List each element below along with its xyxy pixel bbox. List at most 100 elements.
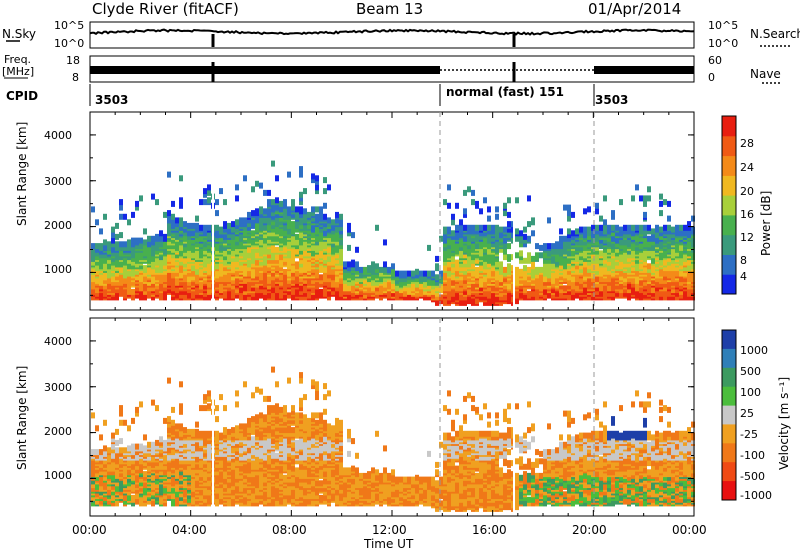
power-cell	[227, 222, 231, 229]
power-cell	[479, 276, 483, 283]
power-cell	[167, 270, 171, 277]
power-cell	[587, 233, 591, 240]
power-cell	[275, 254, 279, 261]
power-cell	[275, 197, 279, 204]
power-cell	[263, 208, 267, 215]
power-cell	[119, 265, 123, 272]
power-cell	[307, 292, 311, 299]
power-cell	[235, 226, 239, 233]
velocity-cell	[107, 478, 111, 485]
power-cell	[463, 224, 467, 231]
power-cell	[579, 277, 583, 284]
power-cell	[207, 257, 211, 264]
power-cell	[411, 294, 415, 301]
power-cell	[495, 228, 499, 235]
station-title: Clyde River (fitACF)	[92, 0, 239, 18]
power-cell	[475, 281, 479, 288]
power-cell	[307, 265, 311, 272]
power-cell	[123, 292, 127, 299]
power-cell	[215, 210, 219, 217]
power-cell	[603, 266, 607, 273]
power-cell	[311, 177, 315, 184]
power-cell	[135, 268, 139, 275]
power-cell	[635, 290, 639, 297]
power-cell	[355, 246, 359, 253]
power-cell	[235, 235, 239, 242]
power-cell	[131, 294, 135, 301]
power-cell	[151, 255, 155, 262]
power-cell	[667, 246, 671, 253]
power-cell	[315, 206, 319, 213]
power-cell	[603, 219, 607, 226]
power-cell	[607, 283, 611, 290]
power-cell	[215, 224, 219, 231]
power-cell	[471, 189, 475, 196]
velocity-cell	[139, 443, 143, 450]
power-cell	[531, 230, 535, 237]
power-cell	[571, 288, 575, 295]
power-cell	[687, 224, 691, 231]
power-cell	[135, 237, 139, 244]
power-cell	[451, 244, 455, 251]
power-cell	[487, 232, 491, 239]
power-cell	[663, 228, 667, 235]
power-cell	[299, 243, 303, 250]
power-cell	[455, 294, 459, 301]
velocity-cell	[131, 494, 135, 501]
power-cell	[635, 257, 639, 264]
power-cell	[675, 243, 679, 250]
power-cell	[323, 276, 327, 283]
power-cell	[187, 222, 191, 229]
power-cell	[295, 213, 299, 220]
power-cell	[171, 213, 175, 220]
power-cell	[291, 246, 295, 253]
power-cell	[227, 226, 231, 233]
power-cell	[531, 261, 535, 268]
power-cell	[503, 226, 507, 233]
velocity-cell	[115, 456, 119, 463]
power-cell	[323, 239, 327, 246]
power-cell	[523, 294, 527, 301]
freq-unit: [MHz]	[2, 65, 35, 78]
power-cell	[119, 241, 123, 248]
power-cell	[555, 255, 559, 262]
power-cell	[427, 244, 431, 251]
velocity-cell	[103, 494, 107, 501]
power-cell	[315, 188, 319, 195]
power-cell	[487, 268, 491, 275]
power-cell	[259, 265, 263, 272]
velocity-cell	[135, 410, 139, 417]
power-cell	[351, 259, 355, 266]
power-cell	[311, 173, 315, 180]
power-cell	[271, 279, 275, 286]
power-cell	[287, 270, 291, 277]
power-cell	[215, 263, 219, 270]
velocity-cell	[123, 447, 127, 454]
power-cell	[259, 224, 263, 231]
power-cell	[175, 279, 179, 286]
power-cell	[103, 288, 107, 295]
power-cell	[307, 211, 311, 218]
power-cell	[111, 283, 115, 290]
power-cell	[459, 285, 463, 292]
power-cell	[231, 277, 235, 284]
power-cell	[539, 266, 543, 273]
power-cell	[291, 239, 295, 246]
power-cell	[471, 268, 475, 275]
power-cell	[215, 199, 219, 206]
power-cell	[115, 292, 119, 299]
power-cell	[495, 246, 499, 253]
data-gap	[212, 113, 214, 309]
power-cell	[127, 283, 131, 290]
power-cell	[251, 230, 255, 237]
power-cell	[391, 263, 395, 270]
power-cell	[175, 233, 179, 240]
power-cell	[91, 288, 95, 295]
power-cell	[127, 219, 131, 226]
power-cell	[663, 199, 667, 206]
power-cell	[179, 248, 183, 255]
velocity-cell	[131, 417, 135, 424]
power-cell	[503, 246, 507, 253]
power-cell	[591, 257, 595, 264]
power-cell	[575, 244, 579, 251]
